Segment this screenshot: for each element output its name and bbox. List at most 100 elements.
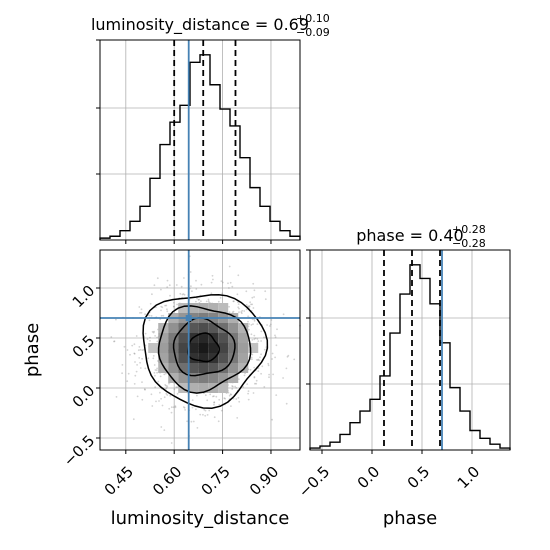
sample-point: [210, 292, 213, 295]
density-cell: [238, 333, 249, 343]
sample-point: [196, 427, 199, 429]
sample-point: [141, 357, 144, 360]
sample-point: [157, 380, 160, 383]
sample-point: [148, 319, 151, 322]
sample-point: [256, 323, 259, 325]
density-cell: [178, 353, 189, 363]
sample-point: [160, 314, 163, 317]
sample-point: [141, 381, 143, 383]
sample-point: [163, 373, 166, 376]
sample-point: [160, 288, 162, 291]
sample-point: [160, 397, 163, 400]
sample-point: [169, 294, 171, 297]
density-cell: [228, 343, 239, 353]
sample-point: [181, 293, 184, 296]
sample-point: [176, 303, 179, 306]
density-cell: [158, 343, 169, 353]
sample-point: [247, 392, 250, 395]
sample-point: [132, 418, 135, 421]
sample-point: [248, 305, 251, 308]
sample-point: [140, 308, 143, 311]
sample-point: [258, 359, 261, 362]
density-cell: [238, 323, 249, 333]
sample-point: [251, 303, 254, 306]
phase-x-tick-label-3: 1.0: [454, 463, 484, 493]
density-cell: [178, 373, 189, 383]
sample-point: [250, 333, 253, 336]
density-cell: [168, 323, 179, 333]
sample-point: [166, 394, 169, 396]
sample-point: [252, 307, 255, 309]
density-cell: [198, 333, 209, 343]
joint-density-blocks: [148, 303, 259, 393]
sample-point: [247, 390, 250, 392]
density-cell: [218, 343, 229, 353]
sample-point: [229, 393, 232, 396]
joint-x-tick-label-1: 0.60: [149, 463, 185, 499]
sample-point: [264, 290, 267, 293]
sample-point: [213, 416, 216, 419]
joint-y-tick-label-3: 1.0: [69, 282, 99, 312]
sample-point: [248, 328, 250, 331]
sample-point: [253, 376, 256, 379]
sample-point: [143, 388, 146, 391]
sample-point: [204, 394, 207, 397]
sample-point: [247, 398, 250, 401]
sample-point: [257, 358, 260, 361]
sample-point: [176, 392, 179, 395]
sample-point: [170, 406, 173, 409]
sample-point: [208, 409, 211, 412]
sample-point: [274, 334, 276, 337]
sample-point: [133, 343, 136, 346]
sample-point: [195, 288, 198, 290]
sample-point: [269, 325, 271, 327]
sample-point: [238, 311, 240, 313]
sample-point: [238, 307, 240, 310]
contour-level-1: [172, 317, 236, 377]
sample-point: [248, 323, 251, 325]
sample-point: [156, 340, 159, 343]
sample-point: [166, 308, 168, 311]
density-cell: [208, 373, 219, 383]
sample-point: [249, 301, 252, 304]
sample-point: [232, 385, 234, 388]
sample-point: [234, 385, 237, 388]
sample-point: [207, 298, 210, 301]
sample-point: [235, 398, 238, 400]
sample-point: [150, 315, 153, 317]
sample-point: [186, 420, 189, 423]
sample-point: [204, 414, 207, 417]
sample-point: [199, 413, 202, 416]
title-phase: phase = 0.40: [356, 226, 463, 245]
sample-point: [144, 332, 147, 335]
density-cell: [188, 363, 199, 373]
sample-point: [153, 371, 156, 374]
sample-point: [151, 405, 154, 407]
sample-point: [146, 338, 149, 340]
sample-point: [242, 386, 245, 388]
sample-point: [176, 386, 179, 389]
sample-point: [204, 409, 207, 412]
sample-point: [243, 374, 246, 377]
sample-point: [213, 401, 216, 404]
sample-point: [245, 303, 248, 306]
sample-point: [221, 292, 224, 295]
sample-point: [161, 404, 164, 407]
density-cell: [218, 303, 229, 313]
sample-point: [183, 277, 185, 279]
sample-point: [139, 312, 141, 314]
sample-point: [220, 280, 223, 283]
sample-point: [285, 402, 288, 405]
sample-point: [208, 301, 211, 304]
sample-point: [123, 345, 126, 348]
sample-point: [206, 399, 209, 402]
sample-point: [149, 302, 152, 305]
density-cell: [198, 323, 209, 333]
sample-point: [169, 394, 172, 397]
sample-point: [121, 364, 124, 366]
sample-point: [236, 293, 239, 296]
sample-point: [237, 306, 240, 309]
sample-point: [173, 305, 175, 308]
sample-point: [264, 298, 267, 301]
